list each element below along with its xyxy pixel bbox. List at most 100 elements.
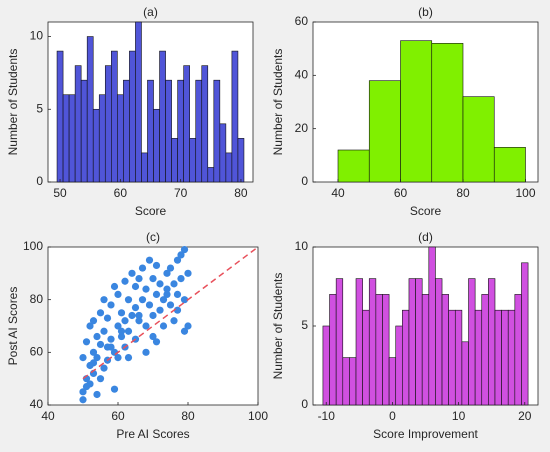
- bar: [454, 309, 463, 406]
- bar: [408, 278, 416, 406]
- bar: [468, 278, 476, 406]
- bar: [388, 357, 397, 406]
- point: [89, 317, 98, 325]
- panel-title: (c): [146, 230, 160, 244]
- x-tick-label: 60: [394, 186, 408, 200]
- y-tick-label: 0: [301, 397, 308, 411]
- x-tick-label: 0: [389, 409, 396, 423]
- bar: [183, 65, 190, 183]
- point: [142, 322, 150, 330]
- bar: [56, 50, 64, 183]
- point: [170, 317, 178, 325]
- bar: [355, 278, 363, 406]
- x-tick-label: 80: [234, 186, 248, 200]
- bar: [141, 152, 148, 183]
- point: [114, 322, 122, 330]
- point: [79, 388, 87, 396]
- bar: [428, 246, 436, 406]
- bar: [177, 79, 184, 183]
- y-tick-label: 40: [295, 68, 309, 82]
- bar: [494, 309, 502, 406]
- bar: [231, 50, 239, 183]
- reference-line: [82, 246, 259, 380]
- bar: [441, 294, 449, 406]
- x-tick-label: 60: [111, 409, 125, 423]
- point: [173, 256, 182, 264]
- bar: [375, 294, 383, 406]
- x-axis-label: Pre AI Scores: [116, 427, 189, 441]
- x-tick-label: 40: [331, 186, 345, 200]
- point: [173, 290, 182, 298]
- point: [114, 354, 122, 362]
- point: [184, 269, 192, 277]
- bar: [237, 138, 245, 183]
- y-tick-label: 80: [30, 292, 44, 306]
- bar: [98, 94, 106, 183]
- panel-title: (b): [418, 5, 433, 19]
- bar: [507, 309, 516, 406]
- point: [173, 306, 182, 314]
- point: [117, 309, 126, 317]
- bar: [461, 341, 469, 406]
- point: [103, 314, 112, 322]
- x-tick-label: 80: [181, 409, 195, 423]
- y-axis-label: Post AI Scores: [6, 287, 20, 366]
- bar: [349, 357, 357, 406]
- point: [96, 375, 105, 383]
- point: [131, 303, 140, 312]
- point: [177, 275, 185, 283]
- bar: [395, 325, 403, 406]
- point: [152, 261, 161, 270]
- point: [128, 311, 136, 320]
- point: [138, 296, 147, 304]
- y-tick-label: 0: [301, 174, 308, 188]
- x-tick-label: 80: [456, 186, 470, 200]
- point: [159, 322, 168, 330]
- bar: [435, 278, 443, 406]
- bar: [219, 123, 227, 183]
- bar: [402, 309, 410, 406]
- y-tick-label: 0: [36, 174, 43, 188]
- y-tick-label: 10: [30, 29, 44, 43]
- point: [142, 285, 150, 293]
- point: [135, 311, 143, 320]
- point: [96, 340, 105, 349]
- bar: [400, 40, 433, 183]
- point: [89, 359, 98, 367]
- axes: [47, 246, 259, 406]
- point: [121, 277, 129, 285]
- bar: [431, 43, 464, 183]
- point: [142, 348, 150, 356]
- x-tick-label: 10: [452, 409, 466, 423]
- point: [79, 354, 87, 362]
- bar: [111, 50, 118, 183]
- x-tick-label: 40: [41, 409, 55, 423]
- bar: [501, 309, 509, 406]
- point: [117, 327, 126, 335]
- point: [100, 296, 108, 304]
- point: [100, 364, 108, 372]
- bar: [80, 79, 88, 183]
- bar: [421, 294, 430, 406]
- y-tick-label: 40: [30, 397, 44, 411]
- bar: [368, 80, 401, 183]
- point: [163, 269, 171, 277]
- point: [114, 290, 122, 298]
- point: [93, 354, 101, 362]
- bar: [117, 94, 124, 183]
- bar: [207, 167, 215, 183]
- point: [79, 396, 87, 404]
- bar: [189, 138, 197, 183]
- point: [100, 327, 108, 335]
- bar: [225, 152, 233, 183]
- point: [180, 327, 189, 335]
- y-tick-label: 60: [295, 14, 309, 28]
- bar: [62, 94, 70, 183]
- bar: [165, 79, 172, 183]
- bar: [493, 147, 526, 183]
- bar: [382, 294, 390, 406]
- point: [131, 282, 140, 291]
- point: [124, 327, 133, 335]
- bar: [159, 50, 166, 183]
